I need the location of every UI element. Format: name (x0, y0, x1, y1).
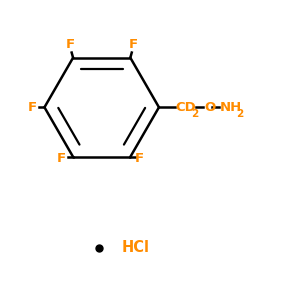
Text: CD: CD (175, 101, 196, 114)
Text: F: F (135, 152, 144, 165)
Text: 2: 2 (191, 109, 198, 118)
Text: F: F (129, 38, 138, 51)
Text: NH: NH (220, 101, 242, 114)
Text: 2: 2 (236, 109, 243, 118)
Text: F: F (57, 152, 66, 165)
Text: O: O (204, 101, 215, 114)
Text: F: F (66, 38, 75, 51)
Text: HCl: HCl (122, 240, 150, 255)
Text: F: F (28, 101, 37, 114)
